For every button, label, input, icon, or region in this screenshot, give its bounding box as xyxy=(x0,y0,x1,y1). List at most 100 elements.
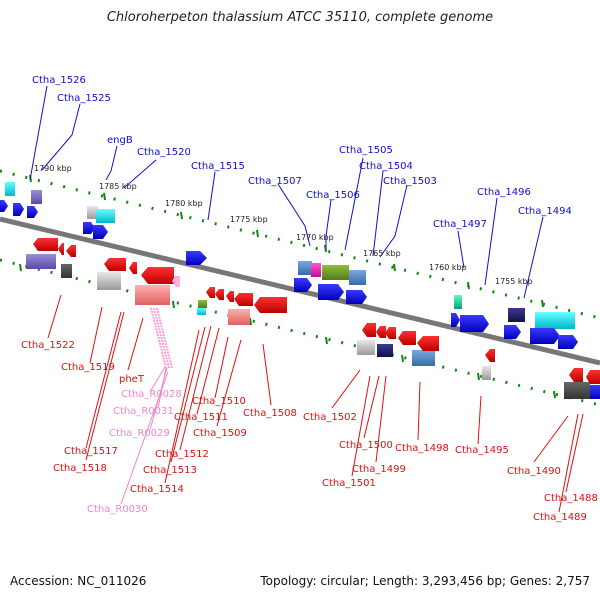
major-tick xyxy=(103,192,106,201)
feature-block xyxy=(228,309,250,325)
feature-block xyxy=(198,300,207,308)
position-label: 1760 kbp xyxy=(429,263,467,272)
position-label: 1770 kbp xyxy=(296,233,334,242)
gene-label[interactable]: Ctha_1510 xyxy=(192,396,246,407)
major-tick xyxy=(541,299,544,308)
gene-label[interactable]: Ctha_1499 xyxy=(352,464,406,475)
gene-label[interactable]: Ctha_1490 xyxy=(507,466,561,477)
gene-arrow xyxy=(451,313,460,327)
gene-label[interactable]: Ctha_1520 xyxy=(137,147,191,158)
gene-arrow xyxy=(206,287,215,298)
gene-label[interactable]: Ctha_1498 xyxy=(395,443,449,454)
position-label: 1765 kbp xyxy=(363,249,401,258)
gene-arrow xyxy=(186,251,207,265)
position-label: 1780 kbp xyxy=(165,199,203,208)
gene-label[interactable]: Ctha_1525 xyxy=(57,93,111,104)
upper-features xyxy=(5,182,575,329)
feature-block xyxy=(31,190,42,204)
position-label: 1775 kbp xyxy=(230,215,268,224)
feature-block xyxy=(482,366,491,380)
gene-arrow xyxy=(485,349,495,362)
major-tick xyxy=(393,263,396,272)
gene-arrow xyxy=(504,325,521,339)
feature-block xyxy=(96,209,115,223)
gene-arrow xyxy=(27,206,38,218)
gene-label[interactable]: Ctha_1508 xyxy=(243,408,297,419)
gene-label[interactable]: Ctha_1517 xyxy=(64,446,118,457)
gene-label[interactable]: Ctha_1515 xyxy=(191,161,245,172)
gene-arrow xyxy=(172,276,180,287)
gene-arrow xyxy=(226,291,234,302)
gene-label[interactable]: Ctha_1513 xyxy=(143,465,197,476)
gene-label[interactable]: Ctha_1509 xyxy=(193,428,247,439)
gene-arrow xyxy=(376,326,386,338)
gene-label[interactable]: Ctha_1514 xyxy=(130,484,184,495)
feature-block xyxy=(454,295,462,309)
gene-label[interactable]: Ctha_1495 xyxy=(455,445,509,456)
rna-label[interactable]: Ctha_R0030 xyxy=(87,504,148,515)
major-tick xyxy=(180,211,183,220)
gene-label[interactable]: Ctha_1503 xyxy=(383,176,437,187)
gene-arrow xyxy=(586,370,600,384)
rna-feature xyxy=(150,307,173,369)
gene-arrow xyxy=(104,258,126,271)
rna-label[interactable]: Ctha_R0028 xyxy=(121,389,182,400)
gene-arrow xyxy=(129,262,137,274)
gene-arrow xyxy=(346,290,367,304)
gene-arrow xyxy=(558,335,578,349)
feature-block xyxy=(377,344,393,357)
feature-block xyxy=(412,350,435,366)
gene-label[interactable]: Ctha_1497 xyxy=(433,219,487,230)
gene-label[interactable]: Ctha_1494 xyxy=(518,206,572,217)
feature-block xyxy=(508,308,525,322)
gene-arrow xyxy=(254,297,287,313)
gene-label[interactable]: Ctha_1500 xyxy=(339,440,393,451)
gene-arrow xyxy=(318,284,344,300)
major-tick xyxy=(249,317,252,326)
major-tick xyxy=(401,354,404,363)
gene-arrow xyxy=(590,385,600,399)
gene-label[interactable]: pheT xyxy=(119,374,145,385)
feature-block xyxy=(97,272,121,290)
gene-label[interactable]: Ctha_1504 xyxy=(359,161,413,172)
gene-label[interactable]: Ctha_1511 xyxy=(174,412,228,423)
gene-arrow xyxy=(58,243,64,255)
position-label: 1755 kbp xyxy=(495,277,533,286)
map-title: Chloroherpeton thalassium ATCC 35110, co… xyxy=(106,10,494,25)
gene-label[interactable]: Ctha_1488 xyxy=(544,493,598,504)
gene-label[interactable]: Ctha_1522 xyxy=(21,340,75,351)
position-label: 1790 kbp xyxy=(34,164,72,173)
gene-arrow xyxy=(141,267,174,284)
gene-label[interactable]: Ctha_1496 xyxy=(477,187,531,198)
rna-leaders xyxy=(120,366,169,505)
feature-block xyxy=(311,263,321,277)
feature-block xyxy=(349,270,366,285)
feature-block xyxy=(5,182,15,196)
feature-block xyxy=(298,261,312,275)
major-tick xyxy=(477,372,480,381)
gene-arrow xyxy=(460,315,489,332)
rna-label[interactable]: Ctha_R0031 xyxy=(113,406,174,417)
gene-arrow xyxy=(93,225,108,239)
gene-arrow xyxy=(530,328,560,344)
gene-label[interactable]: Ctha_1501 xyxy=(322,478,376,489)
gene-label[interactable]: Ctha_1526 xyxy=(32,75,86,86)
upper-arrows xyxy=(0,200,600,399)
gene-label[interactable]: Ctha_1489 xyxy=(533,512,587,523)
gene-label[interactable]: Ctha_1507 xyxy=(248,176,302,187)
gene-label[interactable]: Ctha_1506 xyxy=(306,190,360,201)
gene-label[interactable]: engB xyxy=(107,135,133,146)
gene-label[interactable]: Ctha_1512 xyxy=(155,449,209,460)
feature-block xyxy=(61,264,72,278)
major-tick xyxy=(19,263,22,272)
gene-arrow xyxy=(13,203,24,216)
rna-label[interactable]: Ctha_R0029 xyxy=(109,428,170,439)
gene-label[interactable]: Ctha_1502 xyxy=(303,412,357,423)
gene-label[interactable]: Ctha_1518 xyxy=(53,463,107,474)
gene-label[interactable]: Ctha_1505 xyxy=(339,145,393,156)
feature-block xyxy=(135,285,170,305)
gene-arrow xyxy=(234,293,253,306)
gene-label[interactable]: Ctha_1519 xyxy=(61,362,115,373)
lower-features xyxy=(26,254,590,399)
lower-leaders xyxy=(47,294,584,513)
